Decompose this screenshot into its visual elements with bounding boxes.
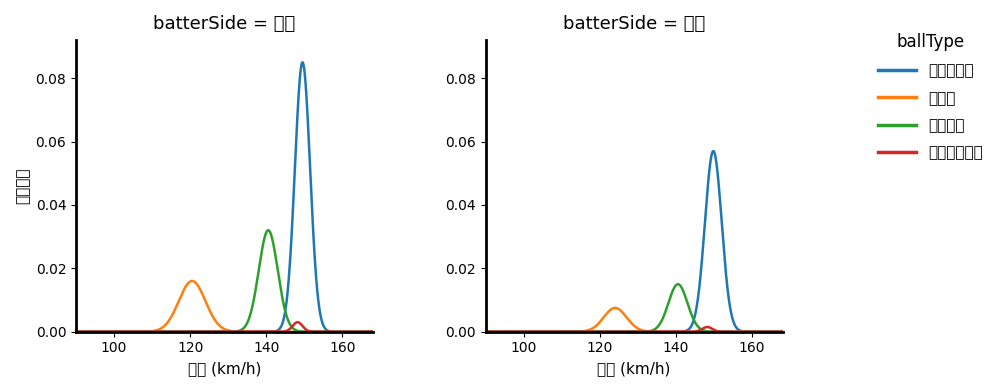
Legend: ストレート, カーブ, フォーク, カットボール: ストレート, カーブ, フォーク, カットボール	[872, 27, 989, 166]
Title: batterSide = 右打: batterSide = 右打	[563, 15, 705, 33]
X-axis label: 球速 (km/h): 球速 (km/h)	[187, 361, 261, 376]
Y-axis label: 確率密度: 確率密度	[15, 168, 30, 204]
X-axis label: 球速 (km/h): 球速 (km/h)	[597, 361, 671, 376]
Title: batterSide = 左打: batterSide = 左打	[154, 15, 295, 33]
